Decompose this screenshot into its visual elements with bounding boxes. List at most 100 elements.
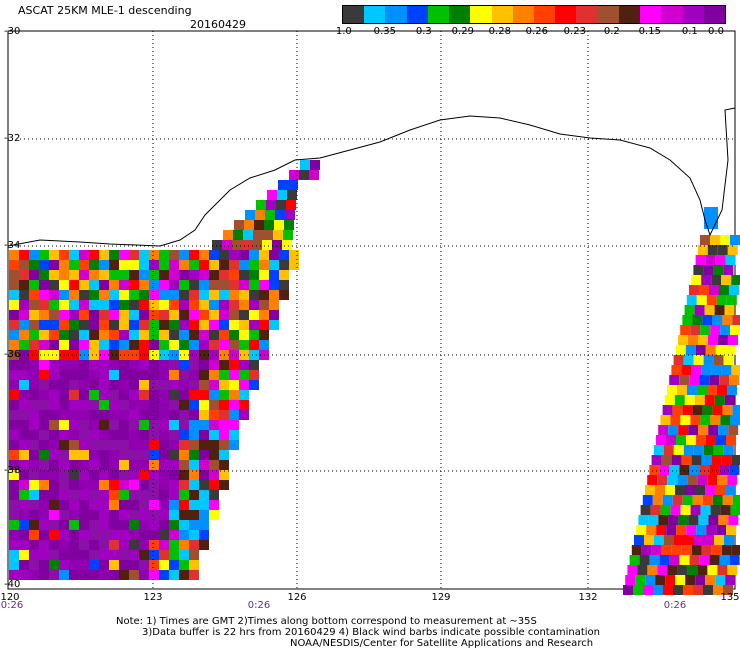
data-cell bbox=[139, 570, 149, 580]
data-cell bbox=[139, 500, 149, 510]
data-cell bbox=[722, 315, 733, 325]
data-cell bbox=[710, 325, 721, 335]
data-cell bbox=[700, 415, 711, 425]
data-cell bbox=[704, 305, 715, 315]
data-cell bbox=[707, 565, 718, 575]
data-cell bbox=[169, 560, 179, 570]
data-cell bbox=[69, 370, 79, 380]
color-scale-segment bbox=[682, 6, 704, 23]
data-cell bbox=[719, 285, 729, 295]
data-cell bbox=[149, 300, 159, 310]
data-cell bbox=[691, 275, 702, 285]
data-cell bbox=[699, 285, 709, 295]
lat-label: -40 bbox=[4, 579, 21, 590]
data-cell bbox=[109, 350, 119, 360]
data-cell bbox=[219, 370, 229, 380]
color-scale-label: -0.1 bbox=[678, 26, 698, 37]
data-cell bbox=[179, 280, 189, 290]
data-cell bbox=[79, 360, 89, 370]
data-cell bbox=[89, 430, 99, 440]
data-cell bbox=[129, 360, 139, 370]
data-cell bbox=[711, 275, 722, 285]
data-cell bbox=[109, 480, 119, 490]
data-cell bbox=[199, 440, 209, 450]
data-cell bbox=[29, 270, 39, 280]
data-cell bbox=[189, 400, 199, 410]
data-cell bbox=[683, 445, 694, 455]
data-cell bbox=[39, 540, 49, 550]
color-scale-segment bbox=[618, 6, 641, 23]
data-cell bbox=[69, 260, 79, 270]
data-cell bbox=[249, 330, 259, 340]
data-cell bbox=[259, 280, 269, 290]
data-cell bbox=[109, 560, 119, 570]
data-cell bbox=[129, 560, 139, 570]
data-cell bbox=[189, 560, 199, 570]
data-cell bbox=[109, 400, 119, 410]
data-cell bbox=[39, 370, 49, 380]
data-cell bbox=[89, 370, 99, 380]
data-cell bbox=[189, 250, 199, 260]
data-cell bbox=[149, 360, 159, 370]
data-cell bbox=[129, 550, 139, 560]
data-cell bbox=[169, 520, 179, 530]
data-cell bbox=[159, 560, 169, 570]
data-cell bbox=[725, 345, 736, 355]
data-cell bbox=[69, 490, 79, 500]
data-cell bbox=[274, 220, 284, 230]
lon-label: 129 bbox=[431, 592, 451, 603]
data-cell bbox=[229, 370, 239, 380]
data-cell bbox=[259, 310, 269, 320]
color-scale-label: -0.3 bbox=[412, 26, 432, 37]
data-cell bbox=[9, 330, 19, 340]
data-cell bbox=[682, 405, 693, 415]
data-cell bbox=[645, 485, 655, 495]
data-cell bbox=[199, 280, 209, 290]
data-cell bbox=[239, 290, 249, 300]
data-cell bbox=[109, 270, 119, 280]
lon-label: 120 bbox=[0, 592, 20, 603]
data-cell bbox=[199, 430, 209, 440]
data-cell bbox=[209, 310, 219, 320]
data-cell bbox=[99, 460, 109, 470]
data-cell bbox=[705, 485, 715, 495]
data-cell bbox=[229, 310, 239, 320]
data-cell bbox=[69, 330, 79, 340]
data-cell bbox=[159, 280, 169, 290]
data-cell bbox=[149, 440, 159, 450]
data-cell bbox=[9, 320, 19, 330]
data-cell bbox=[79, 450, 89, 460]
data-cell bbox=[678, 335, 688, 345]
data-cell bbox=[99, 290, 109, 300]
data-cell bbox=[89, 570, 99, 580]
data-cell bbox=[686, 525, 697, 535]
data-cell bbox=[169, 360, 179, 370]
data-cell bbox=[695, 575, 706, 585]
data-cell bbox=[199, 340, 209, 350]
data-cell bbox=[149, 540, 159, 550]
data-cell bbox=[179, 370, 189, 380]
data-cell bbox=[678, 425, 689, 435]
data-cell bbox=[9, 400, 19, 410]
data-cell bbox=[49, 520, 59, 530]
data-cell bbox=[159, 550, 169, 560]
data-cell bbox=[129, 570, 139, 580]
data-cell bbox=[638, 515, 649, 525]
data-cell bbox=[642, 495, 653, 505]
data-cell bbox=[79, 380, 89, 390]
data-cell bbox=[695, 345, 706, 355]
data-cell bbox=[49, 360, 59, 370]
data-cell bbox=[714, 305, 725, 315]
data-cell bbox=[109, 260, 119, 270]
data-cell bbox=[243, 230, 253, 240]
color-scale-segment bbox=[449, 6, 471, 23]
data-cell bbox=[9, 290, 19, 300]
data-cell bbox=[149, 390, 159, 400]
data-cell bbox=[726, 525, 737, 535]
data-cell bbox=[179, 380, 189, 390]
data-cell bbox=[209, 350, 219, 360]
data-cell bbox=[29, 370, 39, 380]
data-cell bbox=[199, 480, 209, 490]
data-cell bbox=[219, 430, 229, 440]
data-cell bbox=[199, 330, 209, 340]
